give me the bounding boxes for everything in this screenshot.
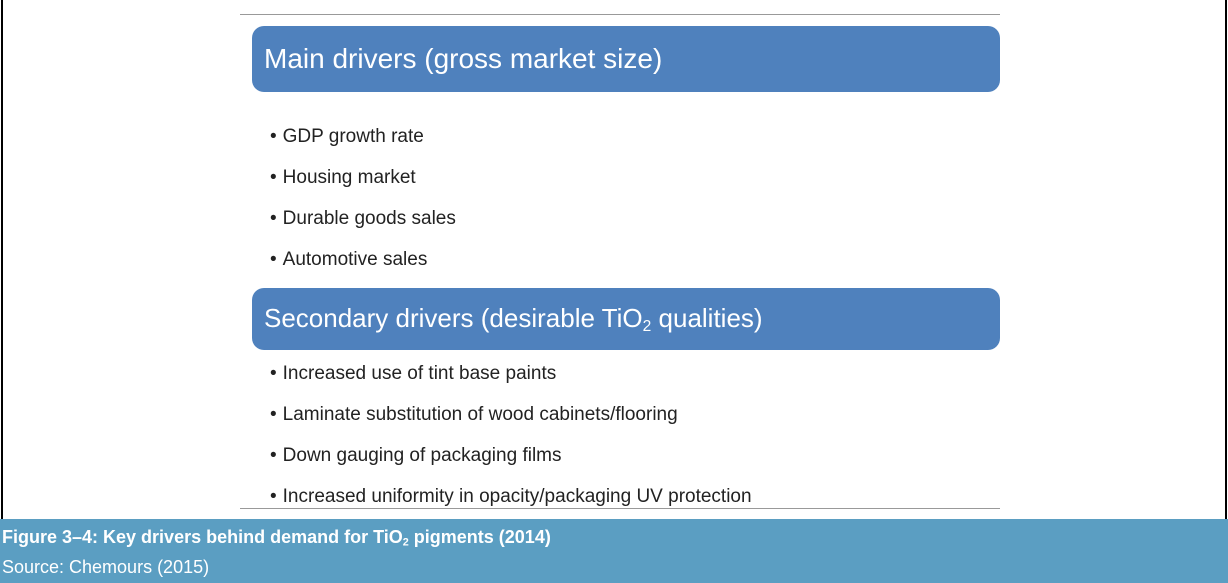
bullet-item: Down gauging of packaging films [270, 435, 752, 476]
secondary-heading: Secondary drivers (desirable TiO2 qualit… [252, 288, 1000, 350]
subscript: 2 [402, 536, 409, 549]
bullet-item: Durable goods sales [270, 198, 456, 239]
caption-source: Source: Chemours (2015) [2, 556, 210, 577]
border-left [1, 0, 3, 519]
main-heading: Main drivers (gross market size) [252, 26, 1000, 92]
subscript: 2 [642, 317, 652, 335]
top-rule [240, 14, 1000, 15]
bullet-item: Laminate substitution of wood cabinets/f… [270, 394, 752, 435]
caption: Figure 3–4: Key drivers behind demand fo… [0, 519, 1228, 583]
bullet-item: Housing market [270, 157, 456, 198]
secondary-list: Increased use of tint base paintsLaminat… [270, 353, 752, 517]
bullet-item: Automotive sales [270, 239, 456, 280]
heading-text: Secondary drivers (desirable TiO [264, 302, 643, 333]
bullet-item: Increased use of tint base paints [270, 353, 752, 394]
heading-text: qualities) [651, 302, 763, 333]
caption-text: Figure 3–4: Key drivers behind demand fo… [2, 527, 403, 547]
main-heading-text: Main drivers (gross market size) [264, 43, 663, 74]
caption-text: pigments (2014) [408, 527, 551, 547]
border-right [1225, 0, 1227, 519]
bullet-item: GDP growth rate [270, 116, 456, 157]
caption-title: Figure 3–4: Key drivers behind demand fo… [2, 525, 1228, 555]
bullet-item: Increased uniformity in opacity/packagin… [270, 476, 752, 517]
